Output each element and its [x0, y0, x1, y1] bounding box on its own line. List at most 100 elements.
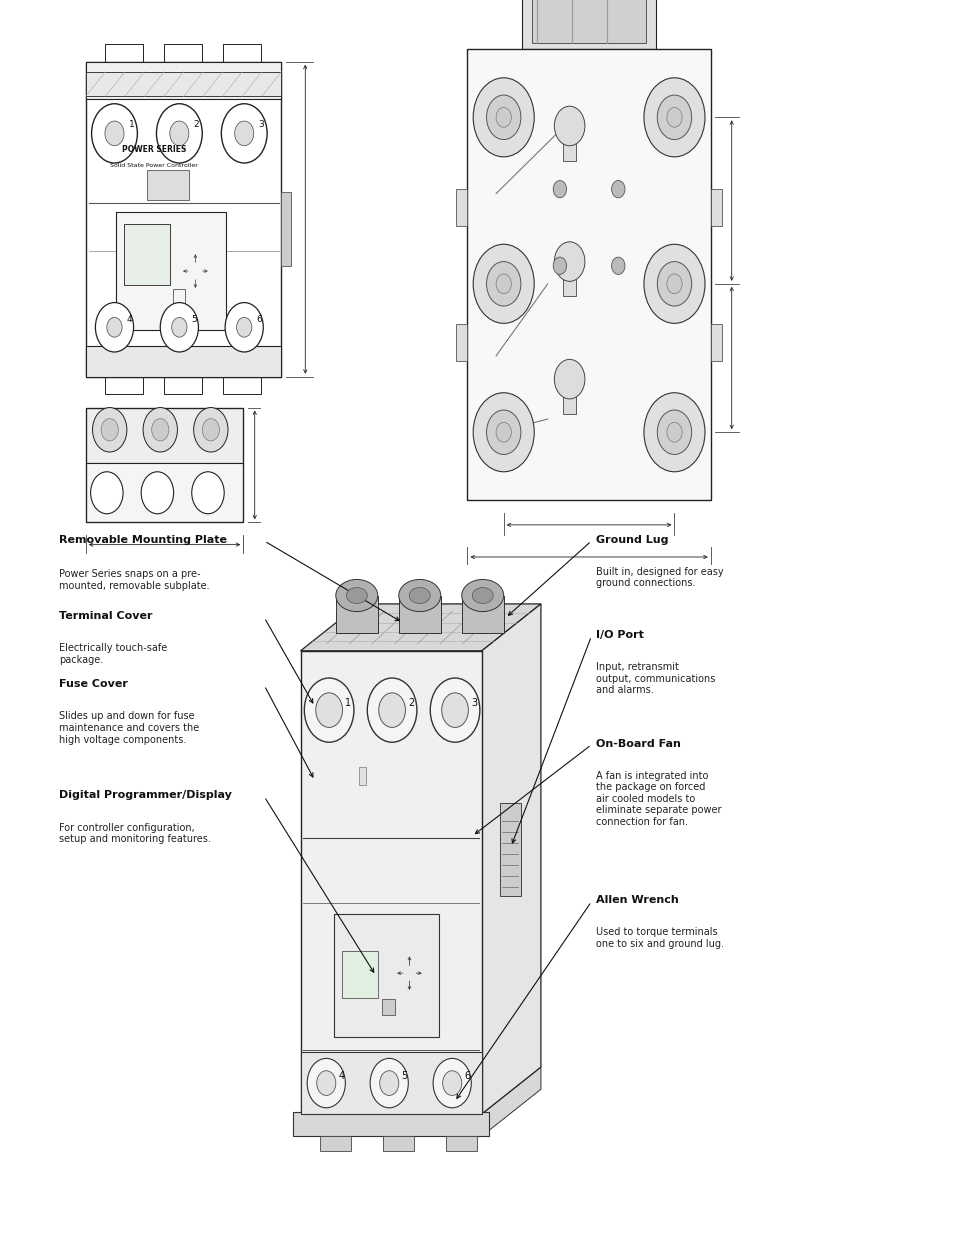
Circle shape [307, 1058, 345, 1108]
Text: 5: 5 [401, 1071, 408, 1081]
Bar [86, 346, 281, 377]
Bar [86, 408, 243, 463]
Bar [382, 999, 395, 1015]
Circle shape [193, 408, 228, 452]
Circle shape [370, 1058, 408, 1108]
Circle shape [91, 104, 137, 163]
Bar [116, 212, 226, 330]
Text: On-Board Fan: On-Board Fan [596, 739, 680, 748]
Text: Ground Lug: Ground Lug [596, 535, 668, 545]
Circle shape [433, 1058, 471, 1108]
Bar [710, 189, 721, 226]
Circle shape [379, 1071, 398, 1095]
Text: Digital Programmer/Display: Digital Programmer/Display [59, 790, 232, 800]
Circle shape [611, 257, 624, 274]
Bar [334, 914, 438, 1037]
Text: POWER SERIES: POWER SERIES [122, 146, 186, 154]
Circle shape [657, 95, 691, 140]
Circle shape [225, 303, 263, 352]
Circle shape [95, 303, 133, 352]
Bar [300, 1052, 481, 1114]
Circle shape [553, 257, 566, 274]
Circle shape [643, 393, 704, 472]
Text: Used to torque terminals
one to six and ground lug.: Used to torque terminals one to six and … [596, 927, 723, 948]
Circle shape [160, 303, 198, 352]
Bar [335, 595, 377, 632]
Ellipse shape [409, 588, 430, 604]
Circle shape [378, 693, 405, 727]
Circle shape [554, 242, 584, 282]
Text: 6: 6 [464, 1071, 470, 1081]
Circle shape [486, 262, 520, 306]
Bar [319, 1136, 351, 1151]
Circle shape [172, 317, 187, 337]
Text: Built in, designed for easy
ground connections.: Built in, designed for easy ground conne… [596, 567, 723, 588]
Circle shape [92, 408, 127, 452]
Text: For controller configuration,
setup and monitoring features.: For controller configuration, setup and … [59, 823, 211, 844]
Bar [341, 951, 377, 998]
Ellipse shape [461, 579, 503, 611]
Text: Allen Wrench: Allen Wrench [596, 895, 679, 905]
Bar [445, 1136, 476, 1151]
Circle shape [430, 678, 479, 742]
Text: 1: 1 [129, 120, 134, 130]
Polygon shape [300, 604, 540, 651]
Text: 1: 1 [345, 698, 351, 708]
Bar [173, 289, 185, 304]
Bar [710, 324, 721, 361]
Polygon shape [147, 170, 189, 200]
Text: Power Series snaps on a pre-
mounted, removable subplate.: Power Series snaps on a pre- mounted, re… [59, 569, 210, 590]
Circle shape [553, 180, 566, 198]
Bar [86, 62, 281, 99]
Bar [521, 0, 656, 49]
Circle shape [105, 121, 124, 146]
Circle shape [666, 107, 681, 127]
Circle shape [496, 107, 511, 127]
Ellipse shape [398, 579, 440, 611]
Bar [398, 595, 440, 632]
Circle shape [496, 422, 511, 442]
Bar [164, 377, 202, 394]
Bar [467, 49, 710, 500]
Circle shape [141, 472, 173, 514]
Circle shape [473, 78, 534, 157]
Text: Removable Mounting Plate: Removable Mounting Plate [59, 535, 227, 545]
Text: 6: 6 [256, 315, 262, 325]
Text: 2: 2 [193, 120, 199, 130]
Circle shape [234, 121, 253, 146]
Bar [293, 1112, 489, 1136]
Text: I/O Port: I/O Port [596, 630, 643, 640]
Circle shape [170, 121, 189, 146]
Text: 4: 4 [338, 1071, 344, 1081]
Circle shape [152, 419, 169, 441]
Circle shape [666, 274, 681, 294]
Text: Terminal Cover: Terminal Cover [59, 611, 152, 621]
Polygon shape [481, 604, 540, 1114]
Circle shape [643, 245, 704, 324]
Circle shape [473, 393, 534, 472]
Bar [562, 262, 576, 296]
Bar [300, 651, 481, 1114]
Circle shape [657, 410, 691, 454]
Circle shape [304, 678, 354, 742]
Circle shape [643, 78, 704, 157]
Bar [382, 1136, 414, 1151]
Circle shape [554, 106, 584, 146]
Bar [281, 193, 291, 267]
Circle shape [107, 317, 122, 337]
Text: 3: 3 [258, 120, 264, 130]
Bar [562, 126, 576, 161]
Text: Slides up and down for fuse
maintenance and covers the
high voltage components.: Slides up and down for fuse maintenance … [59, 711, 199, 745]
Circle shape [486, 95, 520, 140]
Circle shape [156, 104, 202, 163]
Text: 3: 3 [471, 698, 476, 708]
Circle shape [202, 419, 219, 441]
Circle shape [316, 1071, 335, 1095]
Bar [531, 0, 646, 43]
Text: 2: 2 [408, 698, 415, 708]
Circle shape [657, 262, 691, 306]
Circle shape [315, 693, 342, 727]
Circle shape [367, 678, 416, 742]
Circle shape [101, 419, 118, 441]
Bar [124, 225, 170, 285]
